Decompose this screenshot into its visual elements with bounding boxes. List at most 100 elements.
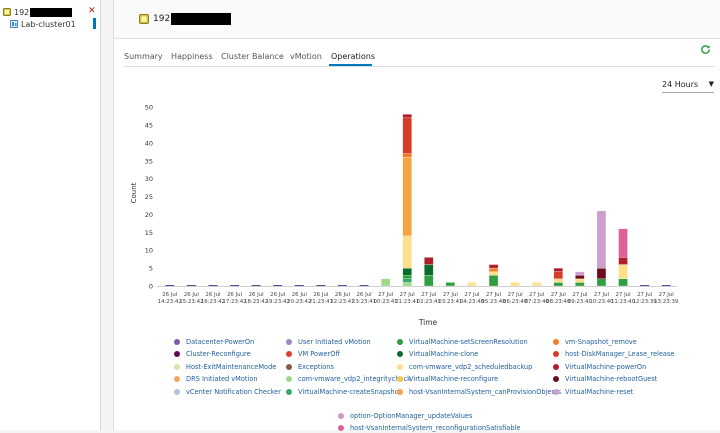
x-axis-label: Time: [418, 318, 438, 327]
legend-item[interactable]: User Initiated vMotion: [286, 337, 371, 347]
x-tick-label-date: 26 Jul: [270, 292, 285, 298]
x-tick-label-date: 27 Jul: [443, 292, 458, 298]
x-tick-label-date: 27 Jul: [594, 292, 609, 298]
bar-segment: [402, 157, 412, 237]
legend-item[interactable]: Exceptions: [286, 362, 334, 372]
bar-segment: [553, 282, 563, 287]
legend-item[interactable]: host-DiskManager_Lease_release: [553, 349, 674, 359]
x-tick-label-date: 27 Jul: [486, 292, 501, 298]
x-tick-label-date: 26 Jul: [335, 292, 350, 298]
x-tick-label-date: 27 Jul: [529, 292, 544, 298]
tree-item-host-label: 192: [14, 7, 30, 17]
legend-item[interactable]: com-vmware_vdp2_scheduledbackup: [397, 362, 532, 372]
x-tick-label-time: 05:23:40: [481, 299, 506, 305]
y-tick-label: 30: [145, 175, 153, 183]
x-tick-label-date: 27 Jul: [659, 292, 674, 298]
host-icon: [139, 14, 149, 24]
bar-segment: [618, 278, 628, 287]
bar-baseline-marker: [251, 285, 261, 286]
legend-label: VirtualMachine-reset: [565, 387, 634, 396]
legend-item[interactable]: com-vmware_vdp2_integritycheck: [286, 374, 411, 384]
bar-segment: [424, 275, 434, 287]
legend-item[interactable]: Datacenter-PowerOn: [174, 337, 254, 347]
refresh-icon[interactable]: [700, 44, 711, 57]
legend-item[interactable]: host-VsanInternalSystem_canProvisionObje…: [397, 387, 561, 397]
tab-summary[interactable]: Summary: [124, 52, 163, 61]
legend-label: vCenter Notification Checker: [186, 387, 281, 396]
legend-label: Host-ExitMaintenanceMode: [186, 362, 277, 371]
redacted-host-name: [30, 7, 73, 17]
legend-item[interactable]: Host-ExitMaintenanceMode: [174, 362, 276, 372]
legend-swatch: [553, 388, 559, 395]
x-tick-label-date: 26 Jul: [205, 292, 220, 298]
bar-segment: [618, 257, 628, 265]
x-tick-label-time: 06:23:40: [503, 299, 528, 305]
bar-segment: [532, 282, 542, 287]
bar-baseline-marker: [165, 285, 175, 286]
x-tick-label-time: 11:23:40: [611, 299, 636, 305]
x-tick-label-time: 14:23:42: [158, 299, 182, 305]
legend-swatch: [174, 376, 180, 383]
legend-item[interactable]: vm-Snapshot_remove: [553, 337, 637, 347]
legend-item[interactable]: VirtualMachine-clone: [397, 349, 478, 359]
bar-baseline-marker: [640, 285, 650, 286]
bar-segment: [575, 278, 585, 283]
bar-segment: [553, 267, 563, 272]
legend-label: Cluster-Reconfigure: [186, 350, 251, 359]
y-tick-label: 5: [149, 265, 153, 273]
tab-operations[interactable]: Operations: [331, 52, 375, 61]
tree-item-cluster[interactable]: Lab-cluster01: [10, 18, 76, 30]
chevron-down-icon: ▼: [708, 80, 714, 88]
bar-baseline-marker: [661, 285, 671, 286]
bar-segment: [618, 228, 628, 258]
legend-item[interactable]: DRS Initiated vMotion: [174, 374, 258, 384]
legend-label: com-vmware_vdp2_scheduledbackup: [409, 362, 533, 371]
close-icon[interactable]: ✕: [88, 6, 96, 16]
bar-segment: [596, 278, 607, 287]
x-tick-label-date: 27 Jul: [508, 292, 523, 298]
tab-vmotion[interactable]: vMotion: [290, 52, 322, 61]
legend-item[interactable]: vCenter Notification Checker: [174, 387, 281, 397]
x-tick-label-date: 26 Jul: [313, 292, 328, 298]
legend-item[interactable]: VirtualMachine-setScreenResolution: [397, 337, 528, 347]
legend-item[interactable]: VirtualMachine-createSnapshot: [286, 387, 401, 397]
legend-item[interactable]: Cluster-Reconfigure: [174, 349, 251, 359]
legend-item[interactable]: VirtualMachine-reconfigure: [397, 374, 498, 384]
tree-item-cluster-label: Lab-cluster01: [21, 19, 76, 29]
bar-segment: [402, 267, 412, 276]
x-tick-label-date: 27 Jul: [421, 292, 436, 298]
bar-segment: [575, 282, 585, 287]
selection-indicator: [93, 18, 96, 29]
x-tick-label-date: 26 Jul: [292, 292, 307, 298]
legend-item[interactable]: VirtualMachine-rebootGuest: [553, 374, 657, 384]
tab-happiness[interactable]: Happiness: [171, 52, 213, 61]
tree-item-host[interactable]: 192: [3, 6, 73, 18]
legend-item[interactable]: VirtualMachine-reset: [553, 387, 633, 397]
x-tick-label-time: 13:23:39: [654, 299, 679, 305]
x-tick-label-date: 26 Jul: [227, 292, 242, 298]
legend-label: Datacenter-PowerOn: [186, 338, 255, 346]
legend-label: option-OptionManager_updateValues: [350, 412, 473, 420]
bar-baseline-marker: [273, 285, 283, 286]
legend-item[interactable]: VM PowerOff: [286, 349, 340, 359]
legend-label: VirtualMachine-powerOn: [565, 362, 647, 371]
legend-label: VirtualMachine-setScreenResolution: [409, 338, 528, 346]
legend-label: host-VsanInternalSystem_reconfigurationS…: [350, 424, 521, 433]
redacted-title: [171, 13, 232, 25]
legend-item[interactable]: host-VsanInternalSystem_reconfigurationS…: [338, 423, 520, 433]
x-tick-label-time: 23:23:41: [352, 299, 376, 305]
x-tick-label-date: 27 Jul: [637, 292, 652, 298]
y-tick-label: 10: [145, 247, 153, 255]
legend-item[interactable]: option-OptionManager_updateValues: [338, 411, 472, 421]
legend-label: host-VsanInternalSystem_canProvisionObje…: [409, 387, 562, 396]
x-tick-label-time: 04:23:40: [460, 299, 485, 305]
tab-cluster-balance[interactable]: Cluster Balance: [221, 52, 284, 61]
legend-swatch: [397, 351, 403, 358]
x-tick-label-time: 09:23:40: [568, 299, 593, 305]
legend-label: com-vmware_vdp2_integritycheck: [298, 375, 411, 384]
time-range-select[interactable]: 24 Hours ▼: [662, 80, 714, 93]
bar-segment: [488, 275, 499, 287]
bar-baseline-marker: [208, 285, 218, 286]
legend-item[interactable]: VirtualMachine-powerOn: [553, 362, 646, 372]
bar-segment: [402, 282, 412, 287]
